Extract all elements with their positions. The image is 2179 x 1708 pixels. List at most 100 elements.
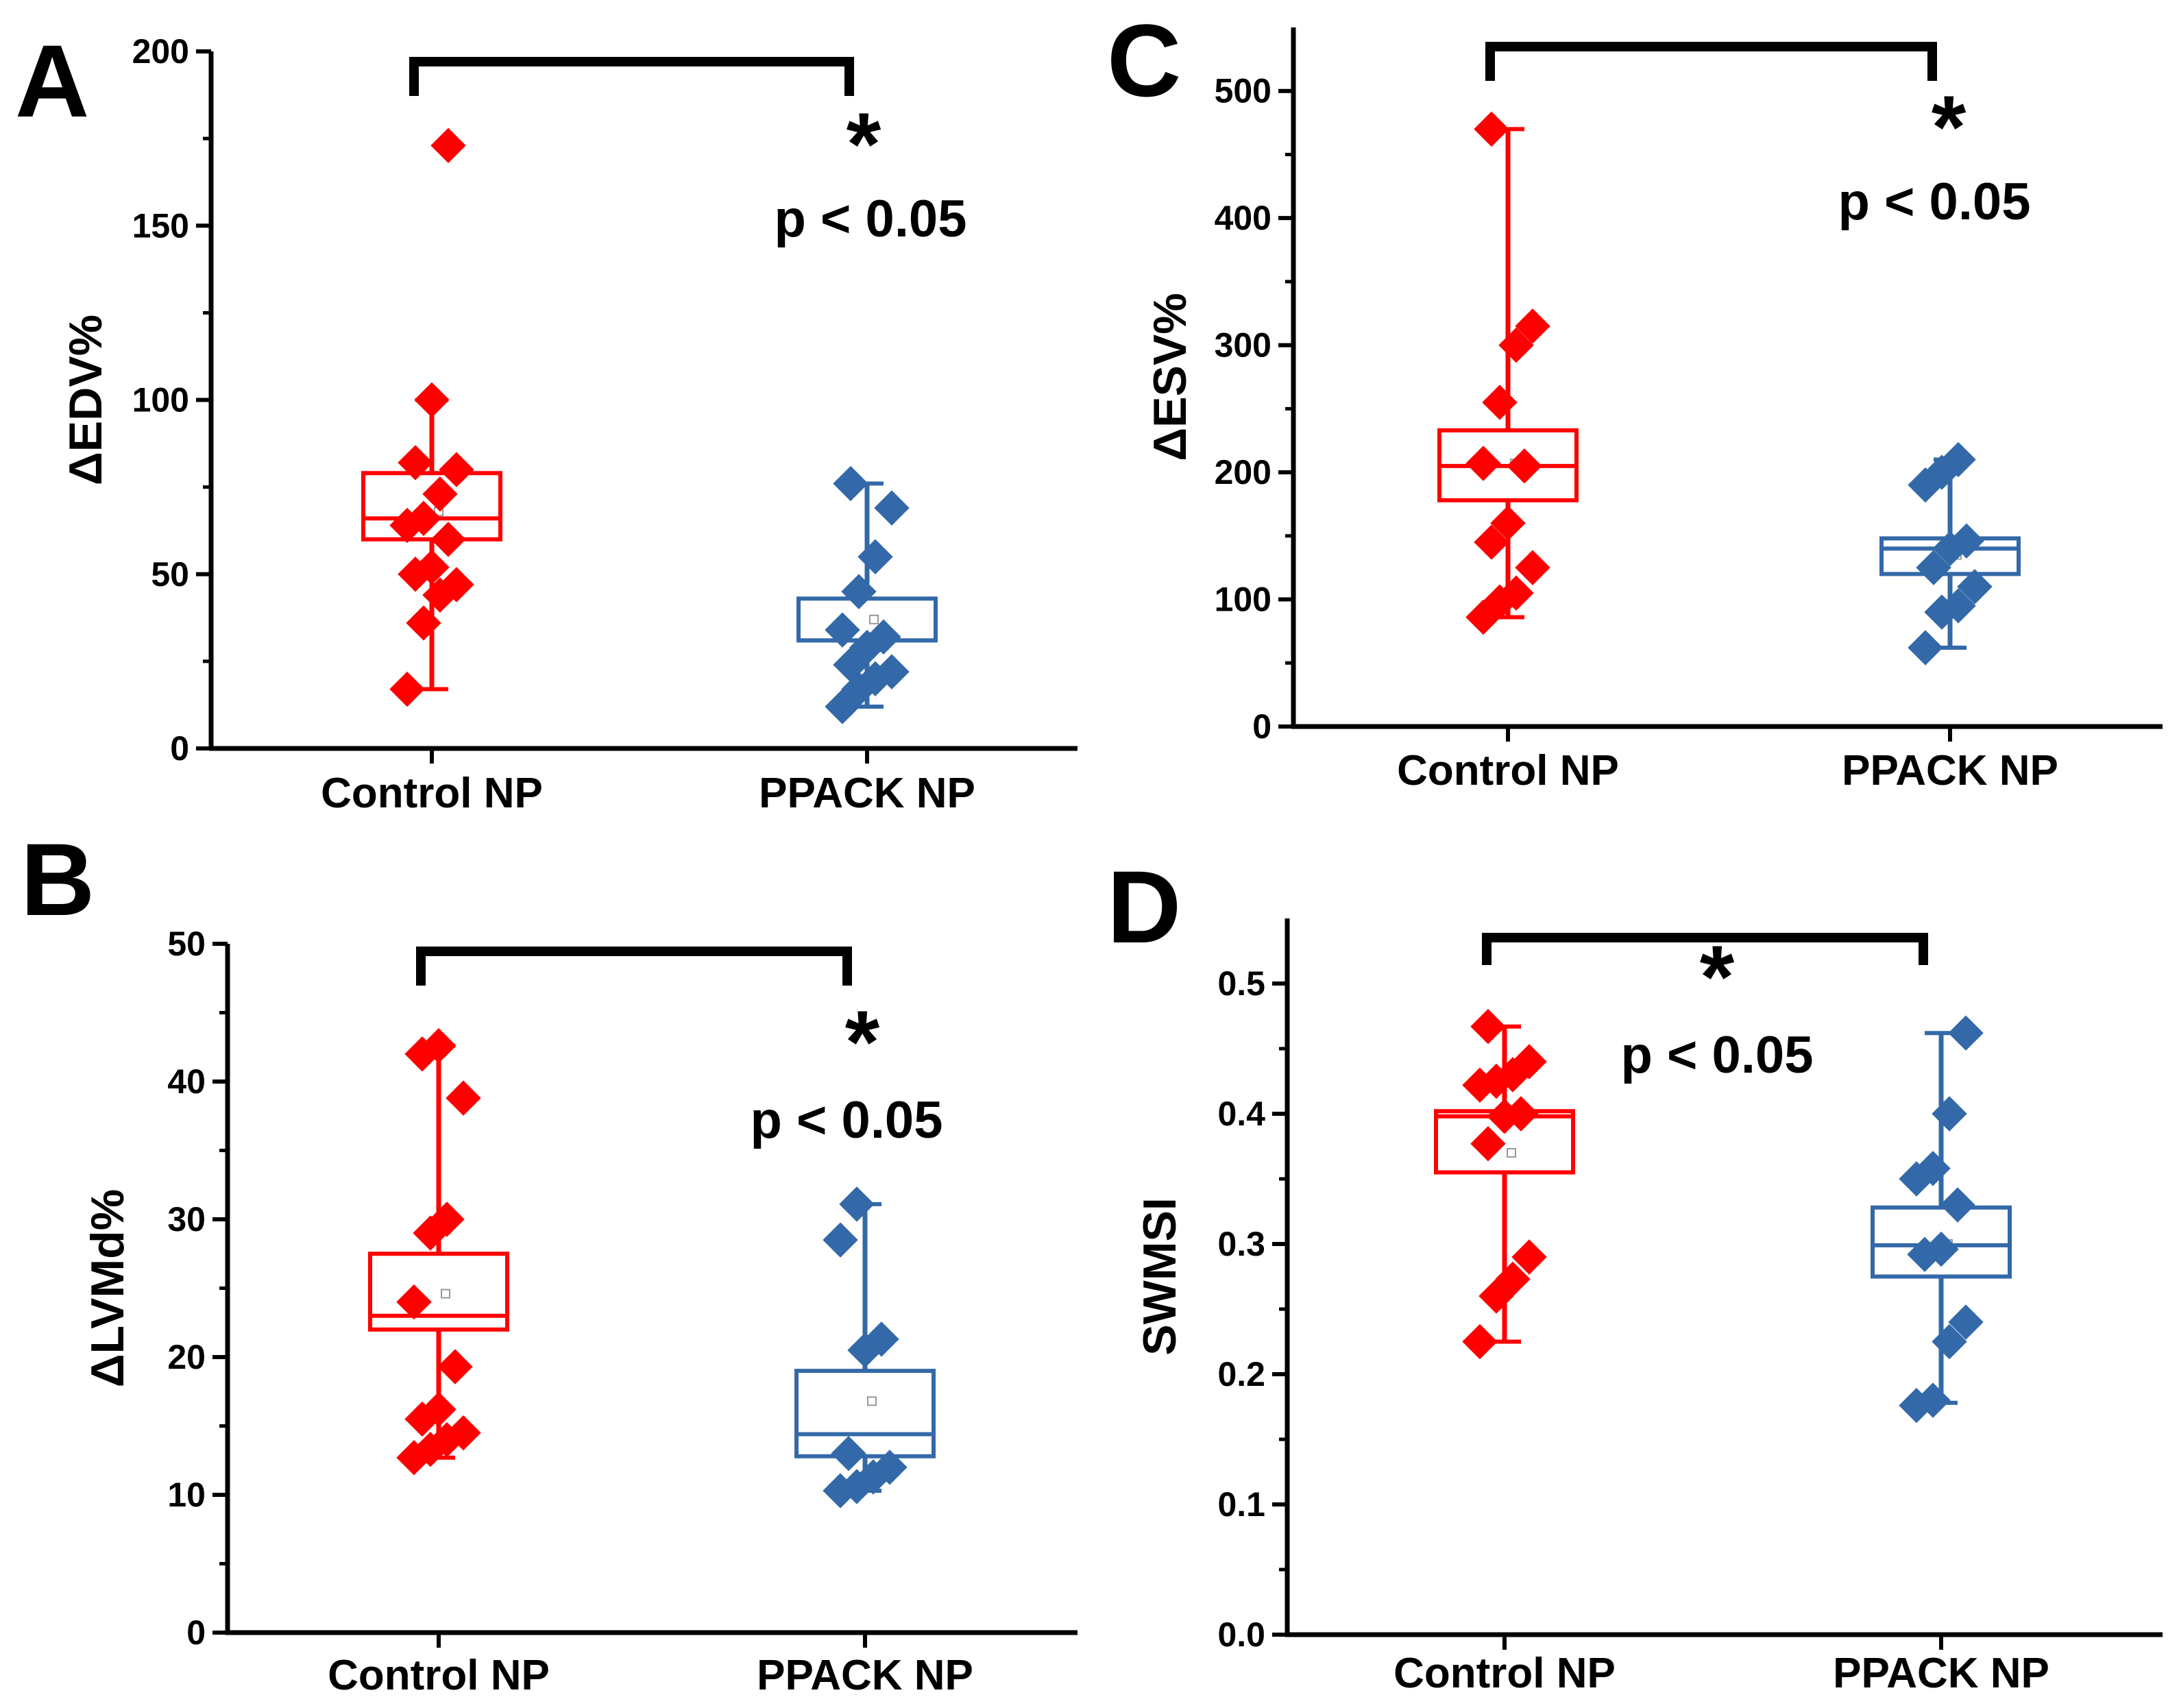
y-axis-title: SWMSI [1134, 1197, 1186, 1355]
data-point-diamond [1474, 111, 1509, 147]
data-point-diamond [1474, 524, 1509, 560]
panel-b-lvmd-chart: B 0 10 20 30 40 50 ΔLVMd% Control NP PPACK NP *p <… [21, 822, 1078, 1699]
significance-star: * [1932, 77, 1967, 177]
data-point-diamond [396, 1284, 432, 1320]
data-point-diamond [872, 1450, 908, 1485]
mean-marker [441, 1289, 450, 1299]
y-tick-label: 10 [167, 1476, 206, 1514]
data-point-diamond [421, 1028, 457, 1064]
y-tick-label: 0 [170, 729, 189, 768]
data-point-diamond [439, 452, 474, 487]
data-point-diamond [429, 1201, 465, 1237]
data-point-diamond [1470, 1125, 1506, 1162]
data-point-diamond [1949, 523, 1984, 559]
panel-letter: B [21, 822, 95, 937]
data-point-diamond [864, 1321, 899, 1357]
box-iqr [794, 1369, 936, 1459]
data-point-diamond [1462, 1323, 1498, 1360]
y-tick-label: 200 [132, 32, 189, 71]
y-tick-label: 0 [186, 1613, 206, 1652]
significance-bracket [409, 57, 854, 96]
data-point-diamond [398, 445, 433, 480]
data-point-diamond [1511, 1239, 1547, 1275]
significance-star: * [1700, 927, 1735, 1027]
data-point-diamond [1507, 448, 1542, 484]
y-tick-label: 300 [1215, 326, 1271, 365]
data-point-diamond [1465, 446, 1501, 481]
data-point-diamond [406, 500, 441, 537]
data-point-diamond [421, 1391, 457, 1428]
data-point-diamond [422, 476, 458, 512]
x-category-label: PPACK NP [1833, 1650, 2049, 1697]
y-axis-title: ΔLVMd% [82, 1189, 134, 1387]
data-point-diamond [430, 522, 466, 557]
y-tick-label: 0 [1252, 707, 1271, 746]
x-category-label: Control NP [328, 1652, 550, 1699]
data-point-diamond [1515, 308, 1550, 344]
significance-bracket [416, 947, 852, 986]
data-point-diamond [1916, 550, 1951, 585]
box-iqr [1871, 1205, 2012, 1279]
y-tick-label: 50 [151, 555, 189, 594]
data-point-diamond [841, 574, 877, 609]
data-point-diamond [430, 127, 466, 164]
data-point-diamond [446, 1415, 481, 1451]
y-tick-label: 200 [1215, 453, 1271, 491]
data-point-diamond [1495, 1261, 1531, 1297]
y-tick-label: 0.4 [1217, 1095, 1265, 1133]
y-tick-label: 0.2 [1217, 1355, 1265, 1393]
data-point-diamond [414, 549, 450, 585]
panel-letter: C [1107, 3, 1181, 118]
data-point-diamond [1940, 441, 1976, 478]
y-tick-label: 20 [167, 1338, 206, 1376]
panel-letter: D [1107, 849, 1181, 964]
data-point-diamond [414, 382, 450, 418]
significance-star: * [845, 992, 880, 1092]
data-point-diamond [857, 539, 893, 575]
box-iqr [368, 1252, 509, 1332]
box-iqr [361, 471, 502, 541]
x-category-label: PPACK NP [759, 770, 975, 817]
data-point-diamond [1915, 1382, 1951, 1418]
p-value-label: p < 0.05 [751, 1091, 943, 1149]
y-tick-label: 400 [1215, 199, 1271, 237]
x-category-label: PPACK NP [1842, 747, 2058, 794]
data-point-diamond [831, 1435, 866, 1472]
p-value-label: p < 0.05 [775, 190, 967, 248]
data-point-diamond [1948, 1015, 1984, 1051]
data-point-diamond [1948, 1304, 1984, 1340]
y-tick-label: 0.1 [1217, 1485, 1265, 1524]
y-tick-label: 30 [167, 1200, 206, 1239]
y-tick-label: 50 [167, 925, 206, 963]
significance-bracket [1485, 42, 1937, 81]
data-point-diamond [874, 490, 910, 526]
y-tick-label: 0.3 [1217, 1225, 1265, 1263]
panel-a-edv-chart: A 0 50 100 150 200 ΔEDV% Control NP PPACK NP *p <… [15, 23, 1078, 817]
data-point-diamond [1490, 505, 1526, 541]
x-category-label: Control NP [1393, 1650, 1616, 1697]
x-category-label: PPACK NP [757, 1652, 973, 1699]
data-point-diamond [1932, 1096, 1967, 1132]
data-point-diamond [1482, 385, 1518, 420]
panel-c-esv-chart: C 0 100 200 300 400 500 ΔESV% Control NP PPACK NP… [1107, 3, 2163, 794]
y-axis-title: ΔESV% [1144, 293, 1196, 461]
data-point-diamond [1915, 1151, 1951, 1186]
mean-marker [867, 1396, 877, 1406]
data-point-diamond [406, 605, 441, 641]
x-category-label: Control NP [1397, 747, 1619, 794]
y-tick-label: 500 [1215, 72, 1271, 110]
data-point-diamond [1940, 1187, 1975, 1223]
y-axis-title: ΔEDV% [60, 315, 112, 485]
data-point-diamond [833, 465, 868, 502]
data-point-diamond [446, 1080, 481, 1116]
panel-letter: A [15, 23, 89, 138]
data-point-diamond [1932, 1323, 1967, 1360]
data-point-diamond [1940, 588, 1976, 624]
p-value-label: p < 0.05 [1838, 173, 2031, 231]
data-point-diamond [1923, 1231, 1959, 1267]
data-point-diamond [839, 1186, 875, 1222]
data-point-diamond [1503, 1096, 1539, 1132]
y-tick-label: 0.0 [1217, 1615, 1265, 1654]
data-point-diamond [1957, 569, 1993, 605]
